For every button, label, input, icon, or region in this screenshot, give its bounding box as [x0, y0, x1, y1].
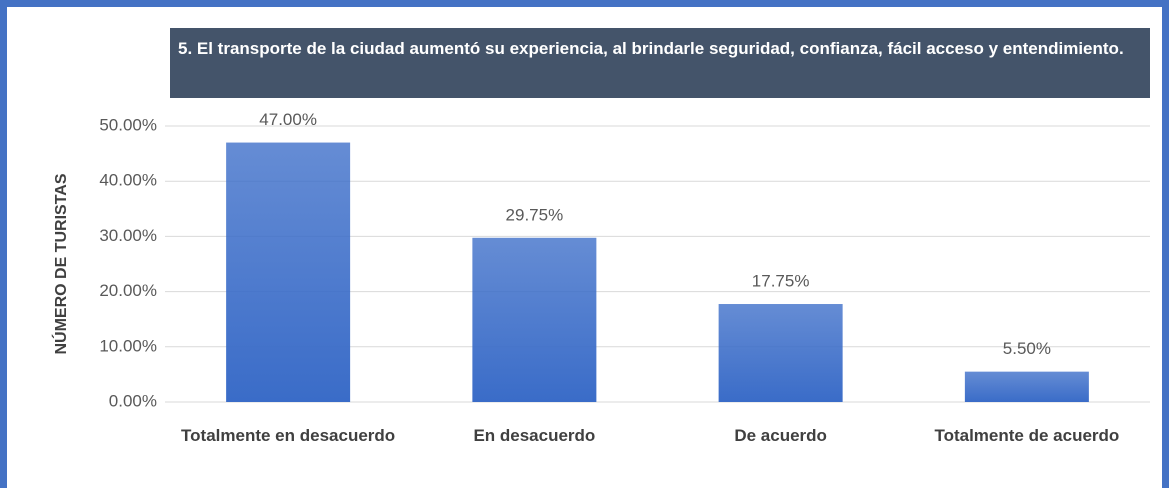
x-tick-label: De acuerdo: [734, 426, 827, 445]
x-tick-label: Totalmente de acuerdo: [934, 426, 1120, 445]
y-tick-label: 50.00%: [99, 115, 157, 134]
chart-title: 5. El transporte de la ciudad aumentó su…: [170, 28, 1150, 98]
value-label: 5.50%: [1003, 339, 1051, 358]
value-label: 17.75%: [752, 272, 810, 291]
y-tick-label: 40.00%: [99, 171, 157, 190]
bar: [718, 304, 843, 402]
y-tick-label: 10.00%: [99, 336, 157, 355]
chart: NÚMERO DE TURISTAS 0.00% 10.00% 20.00% 30.0…: [51, 110, 1150, 410]
y-tick-label: 20.00%: [99, 281, 157, 300]
bar: [226, 142, 351, 402]
y-axis-label: NÚMERO DE TURISTAS: [51, 173, 70, 354]
x-tick-label: Totalmente en desacuerdo: [181, 426, 396, 445]
y-tick-label: 0.00%: [109, 391, 157, 410]
y-tick-label: 30.00%: [99, 226, 157, 245]
bar: [472, 237, 597, 402]
bar: [964, 371, 1089, 402]
value-label: 29.75%: [506, 205, 564, 224]
value-label: 47.00%: [259, 110, 317, 129]
x-tick-label: En desacuerdo: [473, 426, 596, 445]
